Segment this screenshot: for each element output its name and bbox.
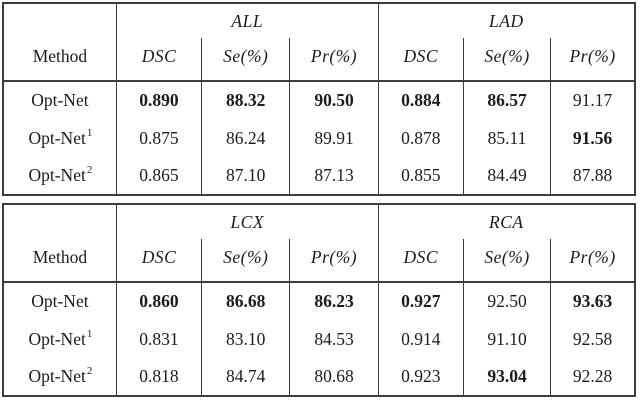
metric-cell: 0.884 xyxy=(377,81,464,119)
method-superscript: 2 xyxy=(86,164,93,177)
table-row: Opt-Net 0.890 88.32 90.50 0.884 86.57 91… xyxy=(3,81,635,119)
metric-cell: 0.927 xyxy=(377,282,464,320)
table-row: Opt-Net2 0.865 87.10 87.13 0.855 84.49 8… xyxy=(3,157,635,195)
metric-cell: 86.24 xyxy=(201,119,290,157)
metric-cell: 0.890 xyxy=(115,81,202,119)
column-header-row: Method DSC Se(%) Pr(%) DSC Se(%) Pr(%) xyxy=(3,239,635,282)
col-header-dsc: DSC xyxy=(115,38,202,81)
method-label: Opt-Net xyxy=(28,127,86,148)
col-header-dsc: DSC xyxy=(377,38,464,81)
group-header-lad: LAD xyxy=(377,3,635,38)
col-header-se: Se(%) xyxy=(462,38,551,81)
metric-cell: 0.860 xyxy=(115,282,202,320)
column-header-row: Method DSC Se(%) Pr(%) DSC Se(%) Pr(%) xyxy=(3,38,635,81)
method-label: Opt-Net xyxy=(31,291,89,311)
method-label: Opt-Net xyxy=(28,328,86,349)
table-row: Opt-Net 0.860 86.68 86.23 0.927 92.50 93… xyxy=(3,282,635,320)
method-cell: Opt-Net xyxy=(3,81,116,119)
metric-cell: 86.57 xyxy=(462,81,551,119)
metric-cell: 0.914 xyxy=(377,320,464,358)
group-header-rca: RCA xyxy=(377,204,635,239)
group-header-row: LCX RCA xyxy=(3,204,635,239)
metric-cell: 80.68 xyxy=(289,358,379,396)
metric-cell: 93.63 xyxy=(550,282,635,320)
metric-cell: 92.50 xyxy=(462,282,551,320)
metric-cell: 92.58 xyxy=(550,320,635,358)
metric-cell: 92.28 xyxy=(550,358,635,396)
col-header-pr: Pr(%) xyxy=(289,239,379,282)
metric-cell: 86.23 xyxy=(289,282,379,320)
metric-cell: 0.831 xyxy=(115,320,202,358)
metric-cell: 87.13 xyxy=(289,157,379,195)
method-header: Method xyxy=(32,45,88,66)
col-header-dsc: DSC xyxy=(377,239,464,282)
method-header: Method xyxy=(32,246,88,267)
method-cell: Opt-Net xyxy=(3,282,116,320)
metric-cell: 0.855 xyxy=(377,157,464,195)
col-header-pr: Pr(%) xyxy=(550,239,635,282)
method-superscript: 2 xyxy=(86,365,93,378)
method-superscript: 1 xyxy=(86,327,93,340)
metric-cell: 91.56 xyxy=(550,119,635,157)
results-table-all-lad: ALL LAD Method DSC Se(%) Pr(%) DSC Se(%)… xyxy=(2,2,636,196)
method-label: Opt-Net xyxy=(28,366,86,386)
method-superscript: 1 xyxy=(86,126,93,139)
metric-cell: 89.91 xyxy=(289,119,379,157)
metric-cell: 93.04 xyxy=(462,358,551,396)
table-row: Opt-Net1 0.831 83.10 84.53 0.914 91.10 9… xyxy=(3,320,635,358)
method-cell: Opt-Net2 xyxy=(3,157,116,195)
metric-cell: 0.923 xyxy=(377,358,464,396)
corner-cell xyxy=(3,3,116,38)
metric-cell: 84.49 xyxy=(462,157,551,195)
metric-cell: 91.10 xyxy=(462,320,551,358)
method-label: Opt-Net xyxy=(28,165,86,185)
col-header-se: Se(%) xyxy=(201,239,290,282)
metric-cell: 0.865 xyxy=(115,157,202,195)
metric-cell: 0.818 xyxy=(115,358,202,396)
col-header-dsc: DSC xyxy=(115,239,202,282)
metric-cell: 0.878 xyxy=(377,119,464,157)
method-cell: Opt-Net2 xyxy=(3,358,116,396)
group-header-all: ALL xyxy=(115,3,379,38)
table-header: ALL LAD Method DSC Se(%) Pr(%) DSC Se(%)… xyxy=(3,3,635,81)
col-header-se: Se(%) xyxy=(201,38,290,81)
col-header-se: Se(%) xyxy=(462,239,551,282)
results-table-lcx-rca: LCX RCA Method DSC Se(%) Pr(%) DSC Se(%)… xyxy=(2,203,636,397)
metric-cell: 85.11 xyxy=(462,119,551,157)
metric-cell: 87.10 xyxy=(201,157,290,195)
metric-cell: 83.10 xyxy=(201,320,290,358)
metric-cell: 87.88 xyxy=(550,157,635,195)
metric-cell: 91.17 xyxy=(550,81,635,119)
table-row: Opt-Net2 0.818 84.74 80.68 0.923 93.04 9… xyxy=(3,358,635,396)
method-cell: Opt-Net1 xyxy=(3,119,116,157)
metric-cell: 84.53 xyxy=(289,320,379,358)
method-label: Opt-Net xyxy=(31,90,89,110)
metric-cell: 90.50 xyxy=(289,81,379,119)
metric-cell: 84.74 xyxy=(201,358,290,396)
group-header-row: ALL LAD xyxy=(3,3,635,38)
metric-cell: 88.32 xyxy=(201,81,290,119)
metric-cell: 86.68 xyxy=(201,282,290,320)
table-header: LCX RCA Method DSC Se(%) Pr(%) DSC Se(%)… xyxy=(3,204,635,282)
col-header-pr: Pr(%) xyxy=(550,38,635,81)
metric-cell: 0.875 xyxy=(115,119,202,157)
method-cell: Opt-Net1 xyxy=(3,320,116,358)
corner-cell xyxy=(3,204,116,239)
table-row: Opt-Net1 0.875 86.24 89.91 0.878 85.11 9… xyxy=(3,119,635,157)
group-header-lcx: LCX xyxy=(115,204,379,239)
col-header-pr: Pr(%) xyxy=(289,38,379,81)
